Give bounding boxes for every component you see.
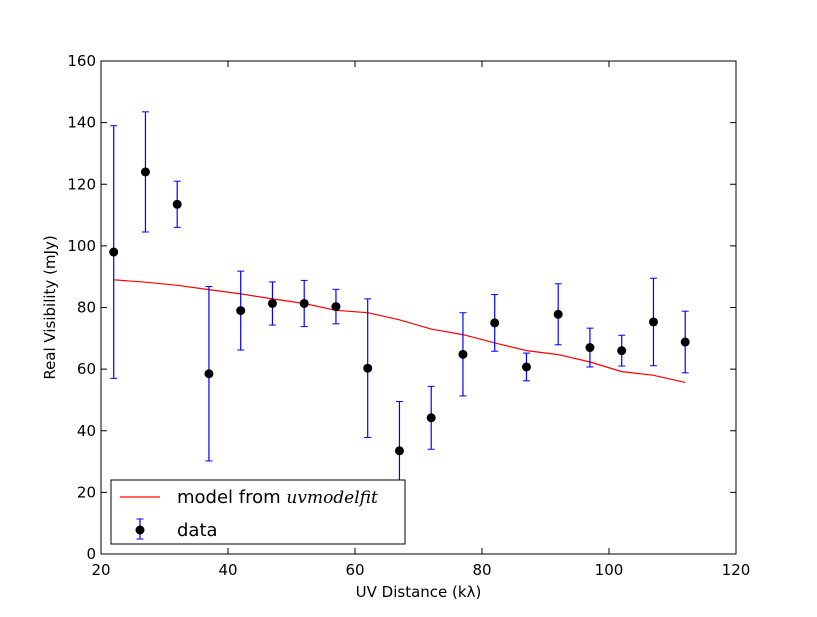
data-marker: [236, 306, 246, 316]
y-tick-label: 20: [77, 483, 96, 501]
data-point: [585, 327, 595, 368]
x-tick-label: 100: [595, 561, 624, 579]
data-marker: [458, 349, 468, 359]
x-tick-label: 20: [91, 561, 110, 579]
legend-model-label-italic: uvmodelfit: [286, 488, 378, 508]
data-marker: [680, 337, 690, 347]
legend-box: [110, 479, 406, 545]
data-point: [236, 270, 246, 351]
data-marker: [109, 247, 119, 257]
data-marker: [394, 446, 404, 456]
data-point: [172, 180, 182, 228]
data-point: [553, 283, 563, 346]
x-axis: 20 40 60 80 100 120: [91, 61, 750, 579]
data-point: [458, 312, 468, 397]
legend-data-label: data: [177, 520, 218, 541]
x-tick-label: 60: [345, 561, 364, 579]
data-marker: [426, 413, 436, 423]
data-point: [204, 286, 214, 462]
data-marker: [521, 362, 531, 372]
data-point: [521, 352, 531, 382]
data-marker: [363, 363, 373, 373]
data-marker: [585, 343, 595, 353]
data-point: [680, 310, 690, 374]
data-point: [140, 111, 150, 233]
legend-data-marker: [135, 525, 145, 535]
data-marker: [490, 318, 500, 328]
data-marker: [204, 369, 214, 379]
data-marker: [553, 309, 563, 319]
y-axis: 0 20 40 60 80 100 120 140 160: [67, 52, 736, 563]
legend: model from uvmodelfit data: [110, 479, 406, 545]
data-point: [331, 288, 341, 325]
y-tick-label: 40: [77, 422, 96, 440]
x-tick-label: 120: [722, 561, 751, 579]
y-tick-label: 80: [77, 299, 96, 317]
data-point: [426, 385, 436, 450]
legend-model-label: model from uvmodelfit: [177, 487, 378, 508]
data-marker: [617, 346, 627, 356]
data-marker: [648, 317, 658, 327]
data-marker: [140, 167, 150, 177]
data-point: [490, 294, 500, 352]
x-tick-label: 40: [218, 561, 237, 579]
y-tick-label: 160: [67, 52, 96, 70]
x-axis-label: UV Distance (kλ): [356, 583, 482, 601]
legend-model-label-text: model from: [177, 487, 286, 508]
data-point: [648, 277, 658, 367]
data-point: [267, 281, 277, 326]
data-point: [299, 279, 309, 328]
y-tick-label: 0: [86, 545, 96, 563]
data-marker: [331, 302, 341, 312]
y-tick-label: 120: [67, 175, 96, 193]
data-marker: [172, 199, 182, 209]
data-point: [617, 334, 627, 367]
plot-area: [101, 61, 736, 554]
data-point: [363, 298, 373, 439]
legend-data-swatch: [135, 518, 145, 540]
y-tick-label: 140: [67, 114, 96, 132]
data-marker: [267, 298, 277, 308]
y-tick-label: 60: [77, 360, 96, 378]
data-point: [109, 125, 119, 379]
x-tick-label: 80: [472, 561, 491, 579]
data-marker: [299, 298, 309, 308]
y-tick-label: 100: [67, 237, 96, 255]
y-axis-label: Real Visibility (mJy): [41, 235, 59, 379]
